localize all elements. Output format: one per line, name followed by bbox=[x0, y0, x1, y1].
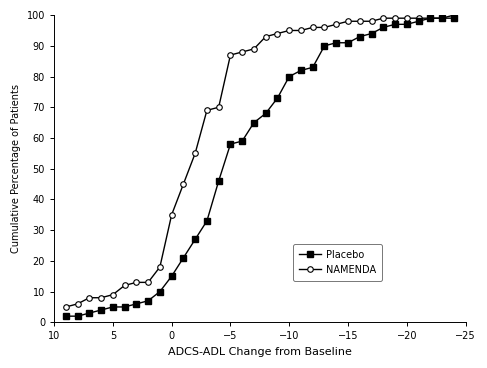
Placebo bbox=[98, 308, 104, 312]
Placebo bbox=[263, 111, 269, 116]
Placebo bbox=[169, 274, 174, 279]
Placebo bbox=[333, 40, 339, 45]
NAMENDA bbox=[204, 108, 210, 113]
NAMENDA bbox=[428, 16, 433, 20]
NAMENDA bbox=[439, 16, 445, 20]
Placebo bbox=[110, 305, 116, 309]
NAMENDA bbox=[133, 280, 139, 284]
Placebo bbox=[145, 298, 151, 303]
NAMENDA bbox=[415, 16, 421, 20]
Line: Placebo: Placebo bbox=[63, 15, 457, 319]
NAMENDA bbox=[98, 296, 104, 300]
Placebo bbox=[286, 74, 292, 79]
Placebo bbox=[75, 314, 80, 318]
Placebo bbox=[357, 34, 363, 39]
NAMENDA bbox=[192, 151, 198, 156]
Placebo bbox=[298, 68, 304, 72]
Placebo bbox=[204, 219, 210, 223]
NAMENDA bbox=[321, 25, 327, 29]
Placebo bbox=[369, 31, 375, 36]
NAMENDA bbox=[169, 213, 174, 217]
NAMENDA bbox=[122, 283, 128, 288]
NAMENDA bbox=[404, 16, 410, 20]
NAMENDA bbox=[345, 19, 351, 24]
Placebo bbox=[251, 120, 257, 125]
NAMENDA bbox=[298, 28, 304, 33]
NAMENDA bbox=[157, 265, 163, 269]
Legend: Placebo, NAMENDA: Placebo, NAMENDA bbox=[294, 244, 381, 280]
NAMENDA bbox=[227, 53, 233, 57]
Placebo bbox=[392, 22, 398, 26]
NAMENDA bbox=[216, 105, 222, 109]
Placebo bbox=[86, 311, 92, 315]
Placebo bbox=[63, 314, 69, 318]
NAMENDA bbox=[110, 293, 116, 297]
Placebo bbox=[428, 16, 433, 20]
NAMENDA bbox=[369, 19, 375, 24]
Placebo bbox=[321, 44, 327, 48]
Placebo bbox=[451, 16, 457, 20]
Placebo bbox=[275, 96, 281, 100]
NAMENDA bbox=[86, 296, 92, 300]
Placebo bbox=[122, 305, 128, 309]
NAMENDA bbox=[451, 13, 457, 17]
NAMENDA bbox=[181, 182, 187, 186]
Placebo bbox=[415, 19, 421, 24]
Placebo bbox=[380, 25, 386, 29]
NAMENDA bbox=[63, 305, 69, 309]
Placebo bbox=[192, 237, 198, 241]
X-axis label: ADCS-ADL Change from Baseline: ADCS-ADL Change from Baseline bbox=[168, 347, 352, 357]
Placebo bbox=[439, 16, 445, 20]
Placebo bbox=[216, 179, 222, 183]
NAMENDA bbox=[275, 31, 281, 36]
NAMENDA bbox=[310, 25, 316, 29]
NAMENDA bbox=[239, 50, 245, 54]
NAMENDA bbox=[380, 16, 386, 20]
Placebo bbox=[239, 139, 245, 143]
NAMENDA bbox=[251, 47, 257, 51]
NAMENDA bbox=[75, 302, 80, 306]
Y-axis label: Cumulative Percentage of Patients: Cumulative Percentage of Patients bbox=[11, 84, 21, 253]
NAMENDA bbox=[286, 28, 292, 33]
NAMENDA bbox=[333, 22, 339, 26]
NAMENDA bbox=[263, 34, 269, 39]
Placebo bbox=[310, 65, 316, 70]
NAMENDA bbox=[392, 16, 398, 20]
NAMENDA bbox=[357, 19, 363, 24]
Placebo bbox=[181, 256, 187, 260]
Placebo bbox=[227, 142, 233, 146]
Placebo bbox=[404, 22, 410, 26]
Placebo bbox=[133, 302, 139, 306]
NAMENDA bbox=[145, 280, 151, 284]
Placebo bbox=[157, 289, 163, 294]
Line: NAMENDA: NAMENDA bbox=[63, 13, 457, 310]
Placebo bbox=[345, 40, 351, 45]
